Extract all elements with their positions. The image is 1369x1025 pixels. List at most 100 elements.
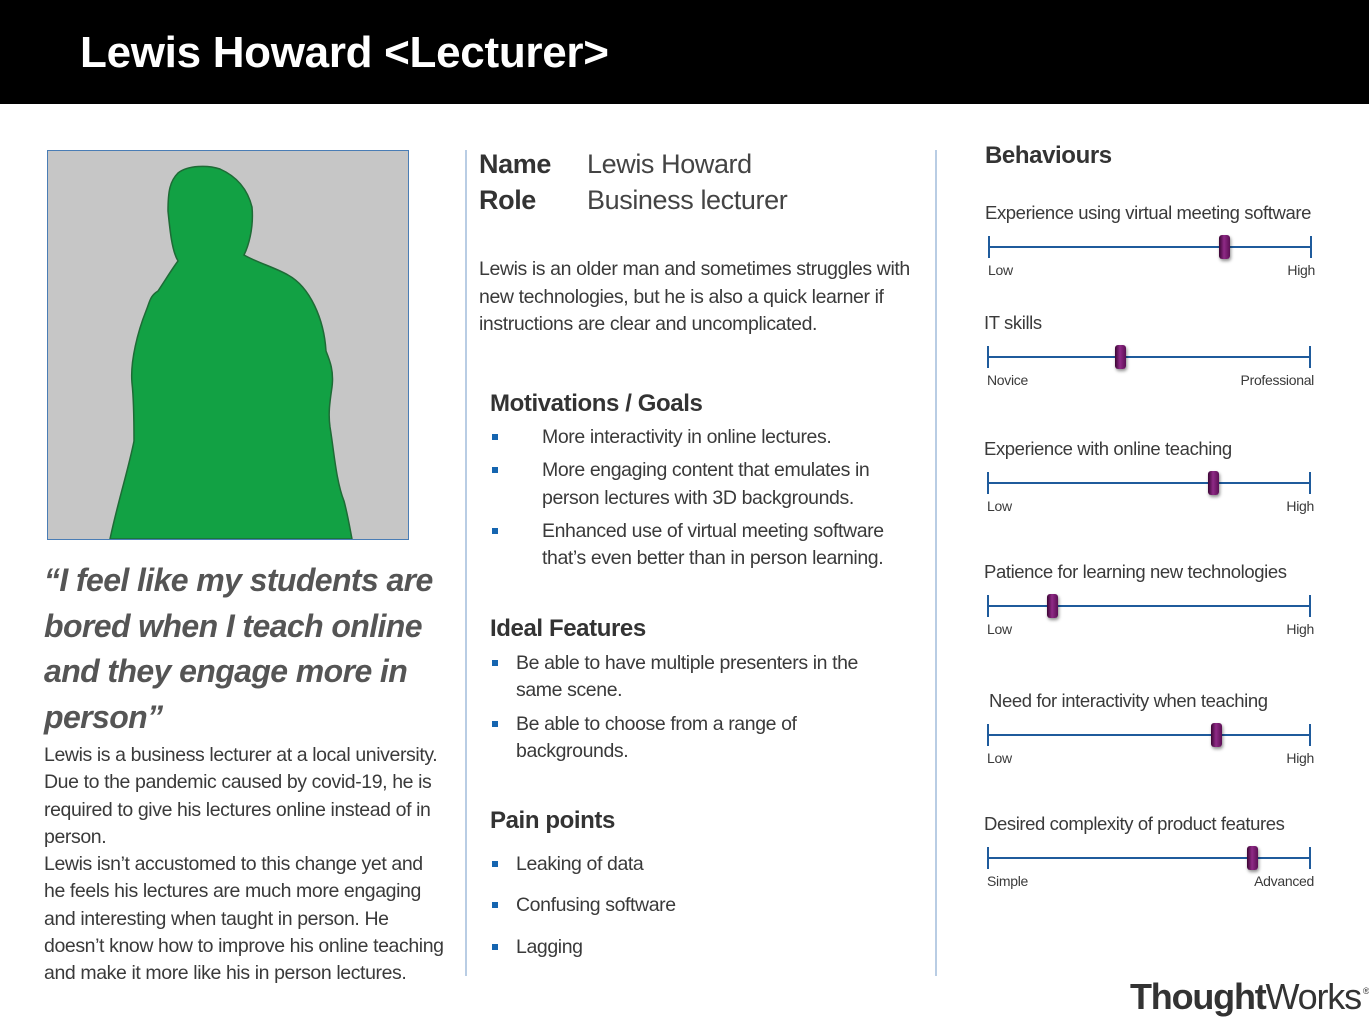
scale-min-label: Simple — [987, 873, 1028, 889]
scale-label: Need for interactivity when teaching — [989, 690, 1268, 711]
scale-label: IT skills — [984, 312, 1042, 333]
list-item-text: Lagging — [516, 935, 583, 958]
name-row: Name Lewis Howard — [479, 146, 787, 182]
role-row: Role Business lecturer — [479, 182, 788, 218]
scale-label: Experience with online teaching — [984, 438, 1232, 459]
scale-track — [988, 356, 1310, 358]
persona-quote: “I feel like my students are bored when … — [44, 562, 433, 735]
scale-handle — [1114, 345, 1126, 369]
list-item: More engaging content that emulates in p… — [490, 457, 910, 512]
features-title: Ideal Features — [490, 615, 646, 642]
bullet-icon — [492, 660, 498, 666]
scale-track — [989, 246, 1311, 248]
scale-max-label: High — [1287, 262, 1315, 278]
logo-regular-text: Works — [1265, 976, 1363, 1017]
scale-cap — [1309, 346, 1311, 368]
persona-summary: Lewis is an older man and sometimes stru… — [479, 258, 910, 335]
header-bar: Lewis Howard <Lecturer> — [0, 0, 1369, 104]
bullet-icon — [492, 467, 498, 474]
behaviour-scale: Experience using virtual meeting softwar… — [985, 202, 1315, 292]
scale-max-label: Advanced — [1254, 873, 1314, 889]
scale-label: Desired complexity of product features — [984, 813, 1285, 834]
scale-cap — [1310, 236, 1312, 258]
scale-cap — [1309, 472, 1311, 494]
list-item: Lagging — [490, 934, 890, 961]
behaviour-scale: Experience with online teaching Low High — [984, 438, 1314, 528]
scale-max-label: Professional — [1240, 372, 1315, 388]
scale-handle — [1046, 594, 1058, 618]
list-item-text: Be able to choose from a range of backgr… — [516, 712, 797, 762]
scale-handle — [1207, 471, 1219, 495]
logo-bold-text: Thought — [1130, 976, 1267, 1017]
scale-max-label: High — [1286, 498, 1314, 514]
scale-max-label: High — [1286, 750, 1314, 766]
scale-track — [988, 482, 1310, 484]
name-value: Lewis Howard — [587, 149, 752, 179]
list-item: More interactivity in online lectures. — [490, 424, 910, 451]
thoughtworks-logo: ThoughtWorks ® — [1130, 976, 1369, 1018]
bullet-icon — [492, 861, 498, 867]
pain-points-list: Leaking of data Confusing software Laggi… — [490, 851, 890, 961]
scale-track — [988, 857, 1310, 859]
list-item: Be able to have multiple presenters in t… — [490, 650, 890, 705]
behaviour-scale: Patience for learning new technologies L… — [984, 561, 1314, 651]
scale-track — [988, 734, 1310, 736]
scale-label: Patience for learning new technologies — [984, 561, 1287, 582]
list-item-text: Enhanced use of virtual meeting software… — [542, 519, 884, 570]
scale-min-label: Low — [988, 262, 1013, 278]
scale-cap — [988, 236, 990, 258]
scale-max-label: High — [1286, 621, 1314, 637]
list-item-text: More engaging content that emulates in p… — [542, 459, 870, 509]
motivations-title: Motivations / Goals — [490, 390, 703, 417]
list-item-text: Be able to have multiple presenters in t… — [516, 652, 858, 702]
bullet-icon — [492, 434, 498, 440]
list-item: Be able to choose from a range of backgr… — [490, 711, 890, 766]
scale-cap — [1309, 847, 1311, 869]
scale-handle — [1218, 235, 1230, 259]
scale-cap — [987, 595, 989, 617]
person-silhouette-icon — [109, 165, 353, 539]
scale-cap — [987, 346, 989, 368]
behaviour-scale: IT skills Novice Professional — [984, 312, 1314, 402]
scale-cap — [1309, 724, 1311, 746]
persona-identity: Name Lewis Howard Role Business lecturer — [479, 146, 788, 218]
persona-bio: Lewis is a business lecturer at a local … — [44, 742, 444, 988]
bullet-icon — [492, 902, 498, 909]
name-label: Name — [479, 149, 551, 179]
list-item: Leaking of data — [490, 851, 890, 878]
bio-paragraph: Lewis is a business lecturer at a local … — [44, 744, 438, 848]
behaviour-scale: Desired complexity of product features S… — [984, 813, 1314, 903]
column-divider — [935, 150, 937, 976]
persona-photo — [47, 150, 409, 540]
bullet-icon — [492, 527, 498, 534]
scale-track — [988, 605, 1310, 607]
list-item: Enhanced use of virtual meeting software… — [490, 518, 910, 573]
role-label: Role — [479, 185, 536, 215]
bio-paragraph: Lewis isn’t accustomed to this change ye… — [44, 853, 444, 985]
scale-cap — [987, 847, 989, 869]
scale-cap — [987, 472, 989, 494]
scale-cap — [1309, 595, 1311, 617]
list-item: Confusing software — [490, 892, 890, 919]
behaviours-title: Behaviours — [985, 142, 1112, 169]
list-item-text: Leaking of data — [516, 853, 644, 875]
role-value: Business lecturer — [587, 185, 788, 215]
pain-points-title: Pain points — [490, 807, 615, 834]
list-item-text: More interactivity in online lectures. — [542, 426, 832, 448]
registered-mark: ® — [1362, 986, 1369, 996]
bullet-icon — [492, 720, 498, 727]
scale-handle — [1246, 846, 1258, 870]
bullet-icon — [492, 943, 498, 950]
scale-min-label: Low — [987, 621, 1012, 637]
scale-label: Experience using virtual meeting softwar… — [985, 202, 1312, 223]
motivations-list: More interactivity in online lectures. M… — [490, 424, 910, 572]
page-title: Lewis Howard <Lecturer> — [80, 28, 609, 77]
column-divider — [465, 150, 467, 976]
behaviour-scale: Need for interactivity when teaching Low… — [984, 690, 1314, 780]
scale-min-label: Low — [987, 498, 1012, 514]
scale-handle — [1211, 723, 1223, 747]
scale-min-label: Novice — [987, 372, 1028, 388]
scale-cap — [987, 724, 989, 746]
features-list: Be able to have multiple presenters in t… — [490, 650, 890, 765]
scale-min-label: Low — [987, 750, 1012, 766]
